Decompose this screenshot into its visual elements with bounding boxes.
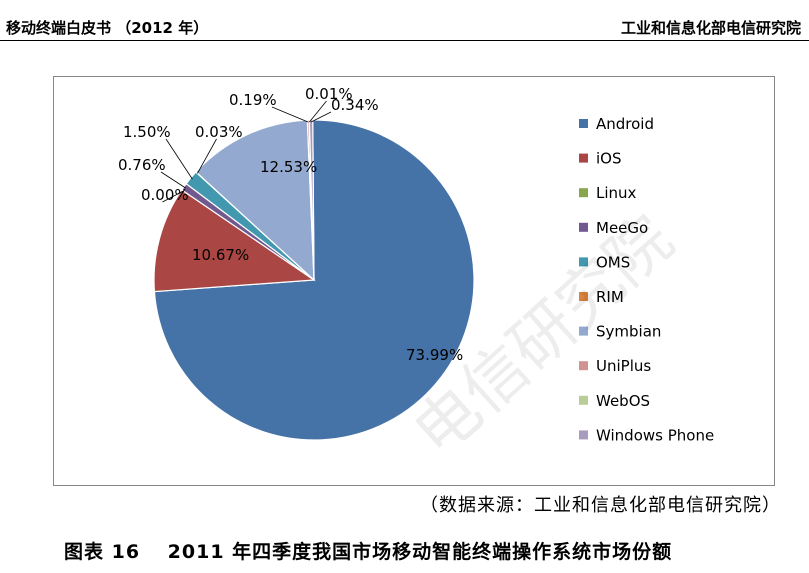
legend-item-webos: WebOS: [579, 392, 650, 410]
legend-swatch-oms: [579, 257, 588, 267]
data-label-uniplus: 0.19%: [229, 91, 277, 109]
legend-label-ios: iOS: [596, 150, 622, 168]
legend-label-symbian: Symbian: [596, 323, 661, 341]
legend-item-symbian: Symbian: [579, 323, 661, 341]
legend-swatch-uniplus: [579, 361, 588, 371]
legend-label-oms: OMS: [596, 253, 630, 271]
figure-caption: 图表 16 2011 年四季度我国市场移动智能终端操作系统市场份额: [64, 541, 673, 563]
leader-line-webos: [308, 100, 327, 123]
data-label-oms: 1.50%: [123, 123, 171, 141]
legend-item-android: Android: [579, 115, 654, 133]
legend-item-meego: MeeGo: [579, 219, 648, 237]
legend-swatch-linux: [579, 188, 588, 198]
legend-swatch-webos: [579, 395, 588, 405]
legend-swatch-symbian: [579, 326, 588, 336]
leader-line-oms: [165, 138, 193, 180]
pie-chart: 73.99% 10.67% 0.00% 0.76% 1.50% 0.03% 12.53% 0.…: [118, 85, 714, 444]
legend-label-meego: MeeGo: [596, 219, 648, 237]
leader-line-windows-phone: [310, 111, 332, 123]
legend-swatch-ios: [579, 153, 588, 163]
legend-item-ios: iOS: [579, 150, 622, 168]
legend-label-linux: Linux: [596, 184, 637, 202]
legend-swatch-rim: [579, 292, 588, 301]
legend-label-windows-phone: Windows Phone: [596, 426, 714, 444]
data-label-rim: 0.03%: [195, 123, 243, 141]
legend-label-webos: WebOS: [596, 392, 650, 410]
leader-line-meego: [160, 171, 186, 189]
chart-frame: 73.99% 10.67% 0.00% 0.76% 1.50% 0.03% 12.53% 0.…: [53, 76, 775, 486]
pie-slice-ios: [153, 189, 316, 293]
legend-item-linux: Linux: [579, 184, 637, 202]
data-label-meego: 0.76%: [118, 156, 166, 174]
legend-item-uniplus: UniPlus: [579, 357, 651, 375]
header-organization: 工业和信息化部电信研究院: [620, 19, 801, 37]
data-source-note: （数据来源：工业和信息化部电信研究院）: [420, 495, 781, 516]
leader-line-uniplus: [271, 106, 309, 123]
data-label-ios: 10.67%: [192, 246, 249, 264]
leader-line-rim: [197, 138, 217, 174]
data-label-linux: 0.00%: [141, 186, 189, 204]
legend-label-rim: RIM: [596, 288, 624, 306]
data-label-symbian: 12.53%: [260, 158, 317, 176]
legend-item-oms: OMS: [579, 253, 630, 271]
leader-line-linux: [162, 190, 184, 203]
legend-swatch-android: [579, 119, 588, 128]
legend-label-uniplus: UniPlus: [596, 357, 651, 375]
legend-swatch-meego: [579, 222, 588, 232]
header-rule: [0, 40, 809, 41]
data-label-webos: 0.01%: [305, 85, 353, 103]
legend-item-windows-phone: Windows Phone: [579, 426, 714, 444]
legend-swatch-windows-phone: [579, 430, 588, 440]
legend-item-rim: RIM: [579, 288, 624, 306]
legend-label-android: Android: [596, 115, 654, 133]
header-document-title: 移动终端白皮书 （2012 年）: [6, 19, 209, 37]
data-label-android: 73.99%: [406, 346, 463, 364]
data-label-windows-phone: 0.34%: [331, 96, 379, 114]
